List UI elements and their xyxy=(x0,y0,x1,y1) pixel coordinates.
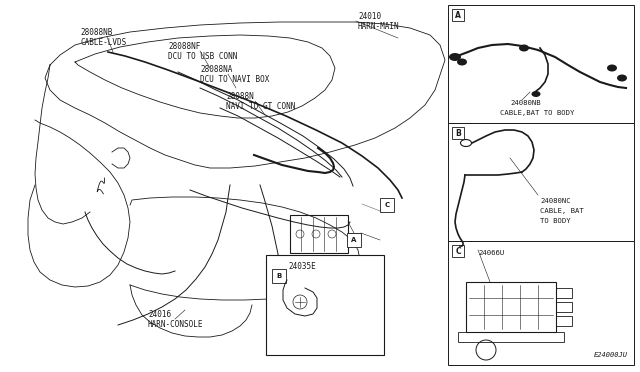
Bar xyxy=(452,9,464,21)
Ellipse shape xyxy=(531,91,541,97)
Ellipse shape xyxy=(449,53,461,61)
Text: C: C xyxy=(455,247,461,256)
Text: HARN-MAIN: HARN-MAIN xyxy=(358,22,399,31)
Text: 24010: 24010 xyxy=(358,12,381,21)
Bar xyxy=(556,288,572,298)
Bar xyxy=(380,198,394,212)
Bar xyxy=(272,269,286,283)
Bar xyxy=(448,5,634,123)
Text: 28088NB: 28088NB xyxy=(80,28,113,37)
Bar xyxy=(452,127,464,139)
Text: 24016: 24016 xyxy=(148,310,171,319)
Bar xyxy=(290,215,348,253)
Text: TO BODY: TO BODY xyxy=(540,218,571,224)
Bar xyxy=(448,241,634,365)
Text: NAVI TO GT CONN: NAVI TO GT CONN xyxy=(226,102,296,111)
Text: CABLE,BAT TO BODY: CABLE,BAT TO BODY xyxy=(500,110,574,116)
Text: E24000JU: E24000JU xyxy=(594,352,628,358)
Bar xyxy=(466,282,556,332)
Text: 28088NA: 28088NA xyxy=(200,65,232,74)
Text: 24035E: 24035E xyxy=(288,262,316,271)
Bar xyxy=(448,123,634,241)
Text: 24080NC: 24080NC xyxy=(540,198,571,204)
Text: 24080NB: 24080NB xyxy=(510,100,541,106)
Text: A: A xyxy=(351,237,356,243)
Text: B: B xyxy=(276,273,282,279)
Text: 24066U: 24066U xyxy=(478,250,504,256)
Bar xyxy=(266,255,384,355)
Bar xyxy=(556,316,572,326)
Bar xyxy=(452,245,464,257)
Text: HARN-CONSOLE: HARN-CONSOLE xyxy=(148,320,204,329)
Text: CABLE, BAT: CABLE, BAT xyxy=(540,208,584,214)
Text: B: B xyxy=(455,128,461,138)
Text: DCU TO USB CONN: DCU TO USB CONN xyxy=(168,52,237,61)
Ellipse shape xyxy=(607,64,617,71)
Text: 28088NF: 28088NF xyxy=(168,42,200,51)
Text: A: A xyxy=(455,10,461,19)
Text: DCU TO NAVI BOX: DCU TO NAVI BOX xyxy=(200,75,269,84)
Bar xyxy=(458,332,564,342)
Ellipse shape xyxy=(519,45,529,51)
Text: CABLE-LVDS: CABLE-LVDS xyxy=(80,38,126,47)
Bar xyxy=(347,233,361,247)
Ellipse shape xyxy=(457,58,467,65)
Ellipse shape xyxy=(461,140,472,147)
Text: 28088N: 28088N xyxy=(226,92,253,101)
Ellipse shape xyxy=(617,74,627,81)
Bar xyxy=(556,302,572,312)
Text: C: C xyxy=(385,202,390,208)
